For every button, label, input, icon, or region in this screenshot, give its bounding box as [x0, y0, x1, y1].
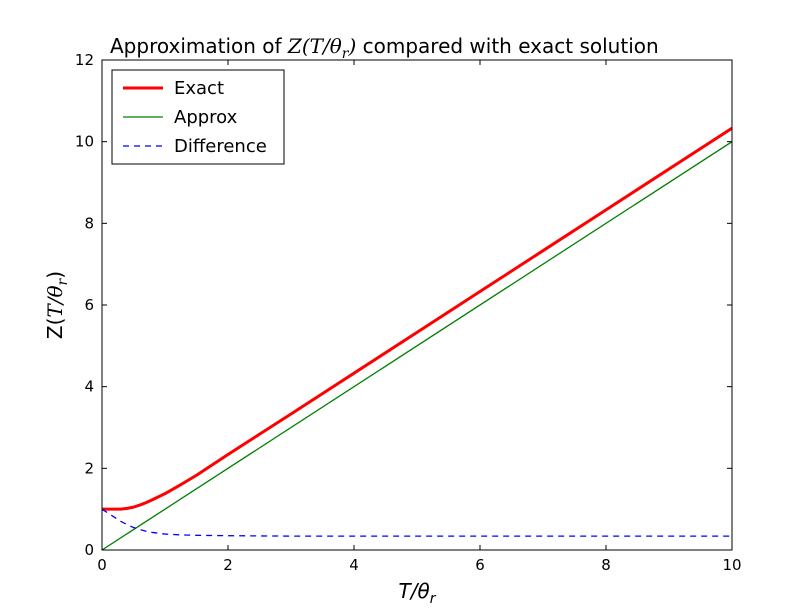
legend-label-difference: Difference: [174, 136, 267, 157]
title-suffix: compared with exact solution: [356, 34, 658, 58]
title-prefix: Approximation of: [110, 34, 288, 58]
series-layer: [102, 126, 732, 550]
x-tick-label: 2: [223, 556, 233, 574]
chart-title: Approximation of Z(T/θr) compared with e…: [110, 34, 659, 62]
series-line-difference: [102, 508, 732, 537]
x-tick-label: 4: [349, 556, 359, 574]
y-axis-label: Z(T/θr): [43, 271, 71, 339]
series-line-approx: [102, 141, 732, 550]
plot-frame: [101, 59, 733, 551]
x-tick-label: 8: [601, 556, 611, 574]
ticks-layer: 0 2 4 6 8 10 0 2 4 6 8 10 12: [75, 51, 742, 574]
y-tick-label: 10: [75, 133, 94, 151]
y-tick-label: 0: [84, 541, 94, 559]
series-line-exact: [102, 126, 732, 511]
x-axis-label: T/θr: [399, 579, 437, 607]
legend-label-approx: Approx: [174, 107, 238, 128]
x-tick-label: 10: [722, 556, 741, 574]
legend-label-exact: Exact: [174, 78, 224, 99]
y-tick-label: 8: [84, 214, 94, 232]
title-math: Z(T/θr): [287, 34, 356, 62]
legend: Exact Approx Difference: [111, 69, 285, 165]
y-tick-label: 12: [75, 51, 94, 69]
y-tick-label: 2: [84, 459, 94, 477]
x-tick-label: 0: [97, 556, 107, 574]
y-tick-label: 6: [84, 296, 94, 314]
y-tick-label: 4: [84, 378, 94, 396]
x-tick-label: 6: [475, 556, 485, 574]
